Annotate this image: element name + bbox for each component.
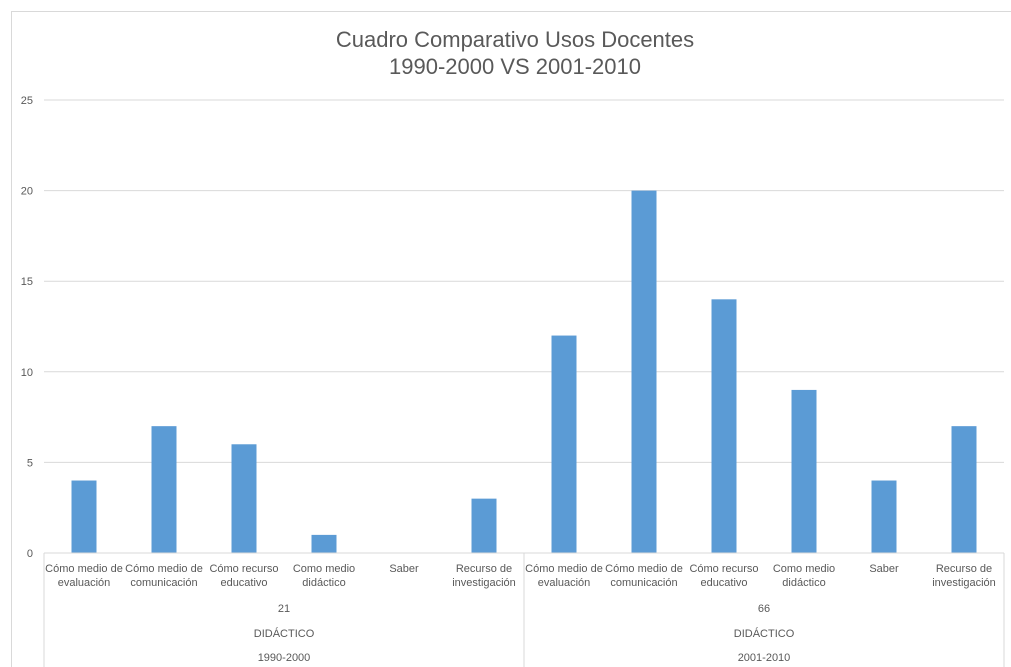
bar-2001-2010-4 — [871, 480, 897, 553]
bar-2001-2010-3 — [791, 389, 817, 553]
bar-2001-2010-1 — [631, 190, 657, 553]
category-label: Cómo medio de — [125, 563, 203, 575]
category-label: investigación — [452, 577, 516, 589]
bar-2001-2010-5 — [951, 426, 977, 553]
category-label: Como medio — [293, 563, 355, 575]
bar-2001-2010-2 — [711, 299, 737, 553]
y-tick-label: 0 — [27, 548, 33, 560]
group-didactico-label: DIDÁCTICO — [254, 627, 315, 640]
group-didactico-label: DIDÁCTICO — [734, 627, 795, 640]
category-label: Recurso de — [936, 563, 992, 575]
category-label: Cómo recurso — [209, 563, 278, 575]
group-count-label: 66 — [758, 603, 770, 615]
group-period-label: 1990-2000 — [258, 652, 311, 664]
category-label: Como medio — [773, 563, 835, 575]
category-label: Cómo medio de — [45, 563, 123, 575]
bar-1990-2000-5 — [471, 498, 497, 553]
category-label: Cómo recurso — [689, 563, 758, 575]
y-tick-label: 15 — [21, 276, 33, 288]
category-label: didáctico — [782, 577, 825, 589]
category-label: evaluación — [538, 577, 591, 589]
category-label: Cómo medio de — [605, 563, 683, 575]
chart-frame — [11, 11, 1011, 667]
group-count-label: 21 — [278, 603, 290, 615]
chart-title-line-1: Cuadro Comparativo Usos Docentes — [336, 27, 694, 52]
y-tick-label: 20 — [21, 186, 33, 198]
y-tick-label: 5 — [27, 457, 33, 469]
bar-1990-2000-2 — [231, 444, 257, 553]
bar-1990-2000-1 — [151, 426, 177, 553]
category-label: Saber — [389, 563, 419, 575]
category-label: evaluación — [58, 577, 111, 589]
category-label: comunicación — [130, 577, 197, 589]
bar-1990-2000-0 — [71, 480, 97, 553]
category-label: Cómo medio de — [525, 563, 603, 575]
category-label: Recurso de — [456, 563, 512, 575]
group-period-label: 2001-2010 — [738, 652, 791, 664]
category-label: Saber — [869, 563, 899, 575]
category-label: investigación — [932, 577, 996, 589]
chart-title-line-2: 1990-2000 VS 2001-2010 — [389, 54, 641, 79]
category-label: comunicación — [610, 577, 677, 589]
y-tick-label: 25 — [21, 95, 33, 107]
category-label: didáctico — [302, 577, 345, 589]
category-label: educativo — [220, 577, 267, 589]
y-tick-label: 10 — [21, 367, 33, 379]
category-label: educativo — [700, 577, 747, 589]
bar-2001-2010-0 — [551, 335, 577, 553]
bar-1990-2000-3 — [311, 534, 337, 553]
